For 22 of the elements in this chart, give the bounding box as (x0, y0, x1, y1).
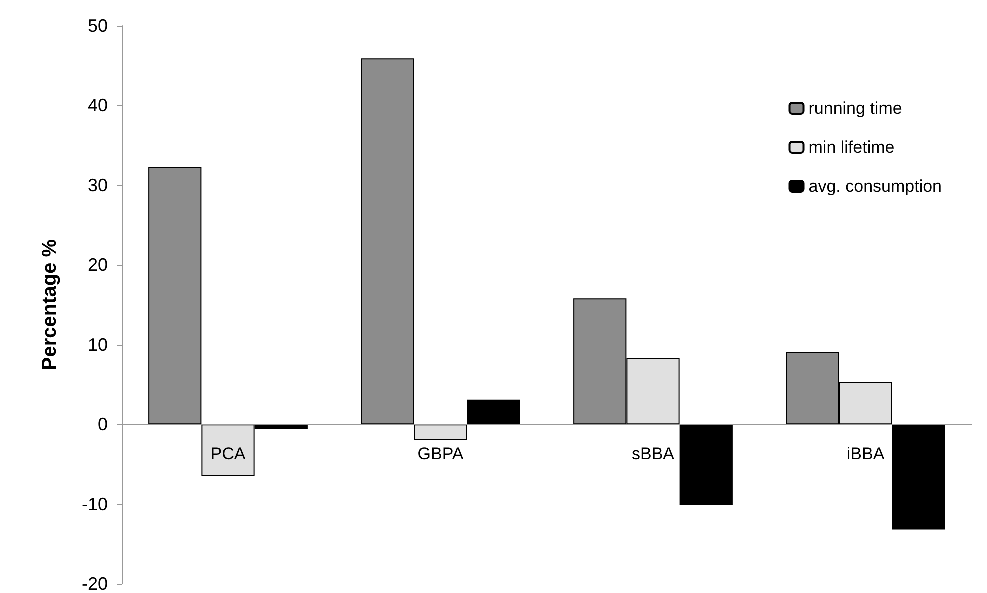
y-tick-label: -20 (82, 574, 108, 593)
x-tick-label: PCA (210, 444, 246, 464)
y-axis-title: Percentage % (39, 239, 61, 371)
y-tick-label: -10 (82, 494, 108, 514)
bar (680, 424, 733, 506)
bar (414, 424, 468, 441)
y-tick-label: 30 (88, 175, 108, 196)
y-tick-label: 10 (88, 334, 108, 355)
x-tick-label: GBPA (418, 444, 464, 464)
y-tick-label: 20 (88, 255, 108, 276)
bar (361, 58, 414, 425)
bar (467, 400, 520, 425)
legend-label: min lifetime (808, 138, 895, 157)
bar (148, 167, 202, 425)
y-tick-label: 40 (88, 96, 108, 116)
legend-label: running time (808, 99, 902, 118)
legend-label: avg. consumption (808, 177, 942, 196)
y-tick-label: 50 (88, 16, 108, 36)
x-tick-label: iBBA (846, 444, 886, 464)
bar (892, 424, 946, 530)
y-tick-label: 0 (98, 414, 108, 435)
x-tick-label: sBBA (632, 444, 676, 464)
